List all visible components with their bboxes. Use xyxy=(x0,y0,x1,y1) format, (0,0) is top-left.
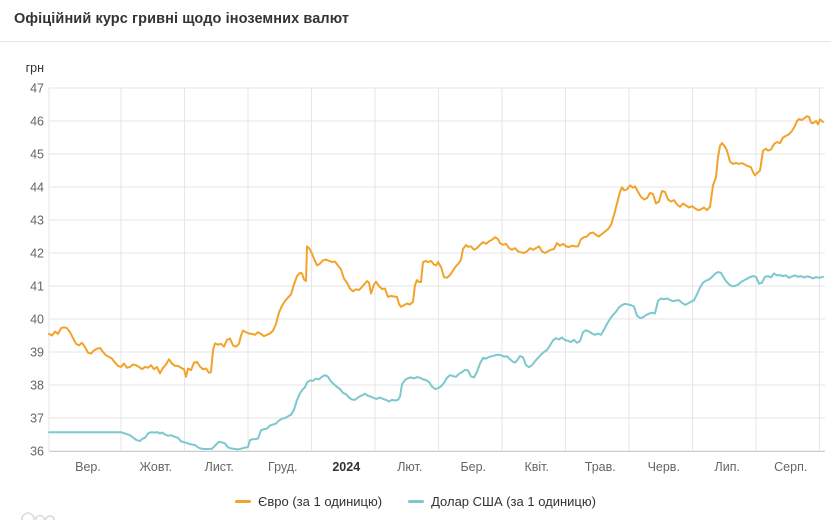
y-axis-tick-label: 36 xyxy=(30,445,44,459)
y-axis-tick-label: 44 xyxy=(30,181,44,195)
legend-item-usd[interactable]: Долар США (за 1 одиницю) xyxy=(408,494,596,509)
x-axis-tick-label: Вер. xyxy=(75,460,101,474)
x-axis-tick-label: 2024 xyxy=(332,460,360,474)
y-axis-tick-label: 39 xyxy=(30,346,44,360)
y-axis-tick-label: 42 xyxy=(30,247,44,261)
euro-line-swatch xyxy=(235,499,252,503)
legend-label-euro: Євро (за 1 одиницю) xyxy=(258,493,383,509)
x-axis-tick-label: Лист. xyxy=(205,460,234,474)
x-axis-tick-label: Жовт. xyxy=(139,460,172,474)
y-axis-tick-label: 40 xyxy=(30,313,44,327)
x-axis-tick-label: Трав. xyxy=(585,460,616,474)
euro-series-line xyxy=(48,115,824,378)
y-axis-tick-label: 43 xyxy=(30,214,44,228)
y-axis-tick-label: 41 xyxy=(30,280,44,294)
x-axis-tick-label: Груд. xyxy=(268,460,297,474)
page-title: Офіційний курс гривні щодо іноземних вал… xyxy=(14,11,350,27)
widget-header: Офіційний курс гривні щодо іноземних вал… xyxy=(0,0,831,42)
y-axis-tick-label: 46 xyxy=(30,115,44,129)
x-axis-tick-label: Бер. xyxy=(460,460,486,474)
x-axis-tick-label: Лип. xyxy=(715,460,740,474)
watermark-logo-partial xyxy=(21,512,55,520)
y-axis-tick-label: 47 xyxy=(30,82,44,96)
y-axis-tick-label: 37 xyxy=(30,412,44,426)
y-axis-tick-label: 45 xyxy=(30,148,44,162)
y-axis-title: грн xyxy=(26,61,45,75)
y-axis-tick-label: 38 xyxy=(30,379,44,393)
usd-line-swatch xyxy=(408,499,425,503)
legend-item-euro[interactable]: Євро (за 1 одиницю) xyxy=(235,494,382,509)
chart-legend: Євро (за 1 одиницю) Долар США (за 1 один… xyxy=(0,490,831,512)
legend-label-usd: Долар США (за 1 одиницю) xyxy=(431,493,596,509)
usd-series-line xyxy=(48,271,824,451)
x-axis-tick-label: Лют. xyxy=(397,460,422,474)
x-axis-tick-label: Серп. xyxy=(774,460,807,474)
x-axis-tick-label: Квіт. xyxy=(524,460,549,474)
x-axis-tick-label: Черв. xyxy=(648,460,680,474)
